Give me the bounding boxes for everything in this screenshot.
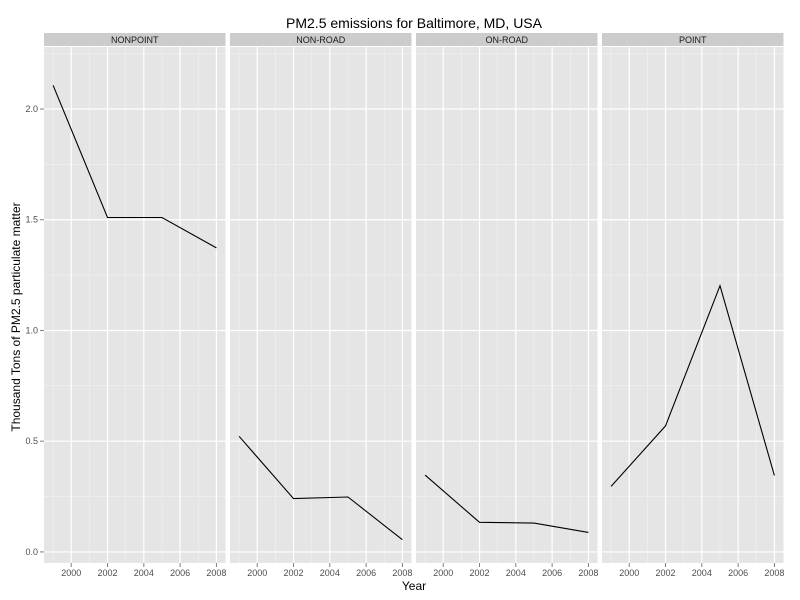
x-tick-label: 2008 [206,568,226,578]
y-tick-labels: 0.0 0.5 1.0 1.5 2.0 [25,104,44,557]
x-tick-label: 2004 [506,568,526,578]
facet-strip [416,33,598,46]
panel-background [602,47,784,563]
x-tick-label: 2008 [578,568,598,578]
y-tick-label: 0.5 [25,436,38,446]
facet-panel-on-road: ON-ROAD 2000 2002 2004 2006 2008 [416,33,598,578]
y-tick-label: 1.5 [25,215,38,225]
y-axis-title: Thousand Tons of PM2.5 particulate matte… [9,202,23,431]
panel-background [230,47,412,563]
facet-strip [230,33,412,46]
facet-strip [602,33,784,46]
x-tick-label: 2008 [392,568,412,578]
x-tick-label: 2002 [656,568,676,578]
x-tick-label: 2000 [619,568,639,578]
panel-background [416,47,598,563]
x-tick-label: 2006 [356,568,376,578]
facet-panels: NONPOINT 2000 2002 2004 2006 2008 NON-ROAD 2000… [44,33,784,578]
x-tick-label: 2004 [320,568,340,578]
chart-title: PM2.5 emissions for Baltimore, MD, USA [286,15,543,31]
x-tick-label: 2004 [692,568,712,578]
y-tick-label: 2.0 [25,104,38,114]
x-axis-title: Year [402,579,426,593]
x-tick-label: 2000 [433,568,453,578]
x-tick-label: 2002 [470,568,490,578]
series-line-point [610,283,775,487]
x-tick-label: 2006 [728,568,748,578]
panel-background [44,47,226,563]
series-line-nonpoint [52,85,217,249]
x-tick-label: 2002 [284,568,304,578]
series-line-on-road [424,474,589,533]
x-tick-label: 2006 [170,568,190,578]
series-line-non-road [238,435,403,541]
x-tick-label: 2006 [542,568,562,578]
facet-panel-point: POINT 2000 2002 2004 2006 2008 [602,33,784,578]
y-tick-label: 1.0 [25,325,38,335]
y-tick-label: 0.0 [25,547,38,557]
facet-panel-nonpoint: NONPOINT 2000 2002 2004 2006 2008 [44,33,226,578]
facet-strip-label: POINT [679,35,707,45]
facet-strip-label: NON-ROAD [296,35,345,45]
facet-panel-non-road: NON-ROAD 2000 2002 2004 2006 2008 [230,33,412,578]
x-tick-label: 2008 [764,568,784,578]
facet-strip [44,33,226,46]
facet-strip-label: ON-ROAD [486,35,529,45]
x-tick-label: 2002 [98,568,118,578]
facet-strip-label: NONPOINT [111,35,159,45]
x-tick-label: 2004 [134,568,154,578]
x-tick-label: 2000 [247,568,267,578]
x-tick-label: 2000 [61,568,81,578]
